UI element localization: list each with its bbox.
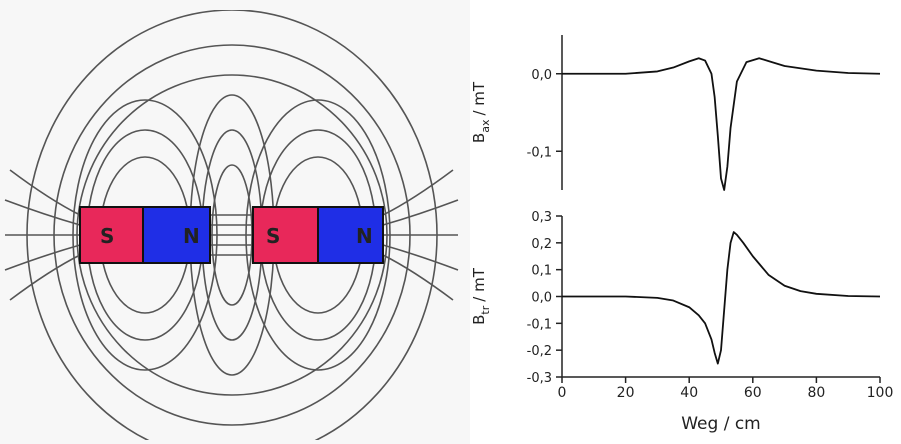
x-tick-label: 80 [807,385,825,401]
pole-label: N [356,224,373,248]
y-label-subscript: ax [479,119,492,133]
x-tick-label: 20 [617,385,635,401]
page: S N S N 0,0 -0,1 Bax / mT 0,3 0,2 0,1 0,0 -0,1 -0… [0,0,901,444]
y-axis-label: Btr / mT [470,267,492,325]
y-tick-label: 0,3 [531,210,552,225]
x-tick-label: 60 [744,385,762,401]
y-label-symbol: B [470,315,488,325]
y-tick-label: 0,0 [531,291,552,306]
y-tick-label: -0,1 [527,317,552,332]
y-tick-label: -0,3 [527,371,552,386]
y-label-symbol: B [470,133,488,143]
field-diagram: S N S N [0,0,470,444]
x-tick-label: 40 [680,385,698,401]
x-tick-label: 0 [558,385,567,401]
data-line [562,232,880,363]
y-label-unit: / mT [470,267,488,301]
y-label-unit: / mT [470,81,488,115]
magnet-north [318,207,383,263]
x-tick-label: 100 [867,385,894,401]
y-tick-label: 0,1 [531,264,552,279]
magnet-north [143,207,210,263]
y-tick-label: 0,2 [531,237,552,252]
y-axis-label: Bax / mT [470,81,492,143]
y-tick-label: -0,2 [527,344,552,359]
pole-label: S [266,224,280,248]
y-label-subscript: tr [479,305,492,314]
y-tick-label: -0,1 [527,145,552,160]
magnet-south [253,207,318,263]
data-line [562,58,880,190]
pole-label: S [100,224,114,248]
y-tick-label: 0,0 [531,68,552,83]
pole-label: N [183,224,200,248]
x-axis-label: Weg / cm [681,414,761,434]
